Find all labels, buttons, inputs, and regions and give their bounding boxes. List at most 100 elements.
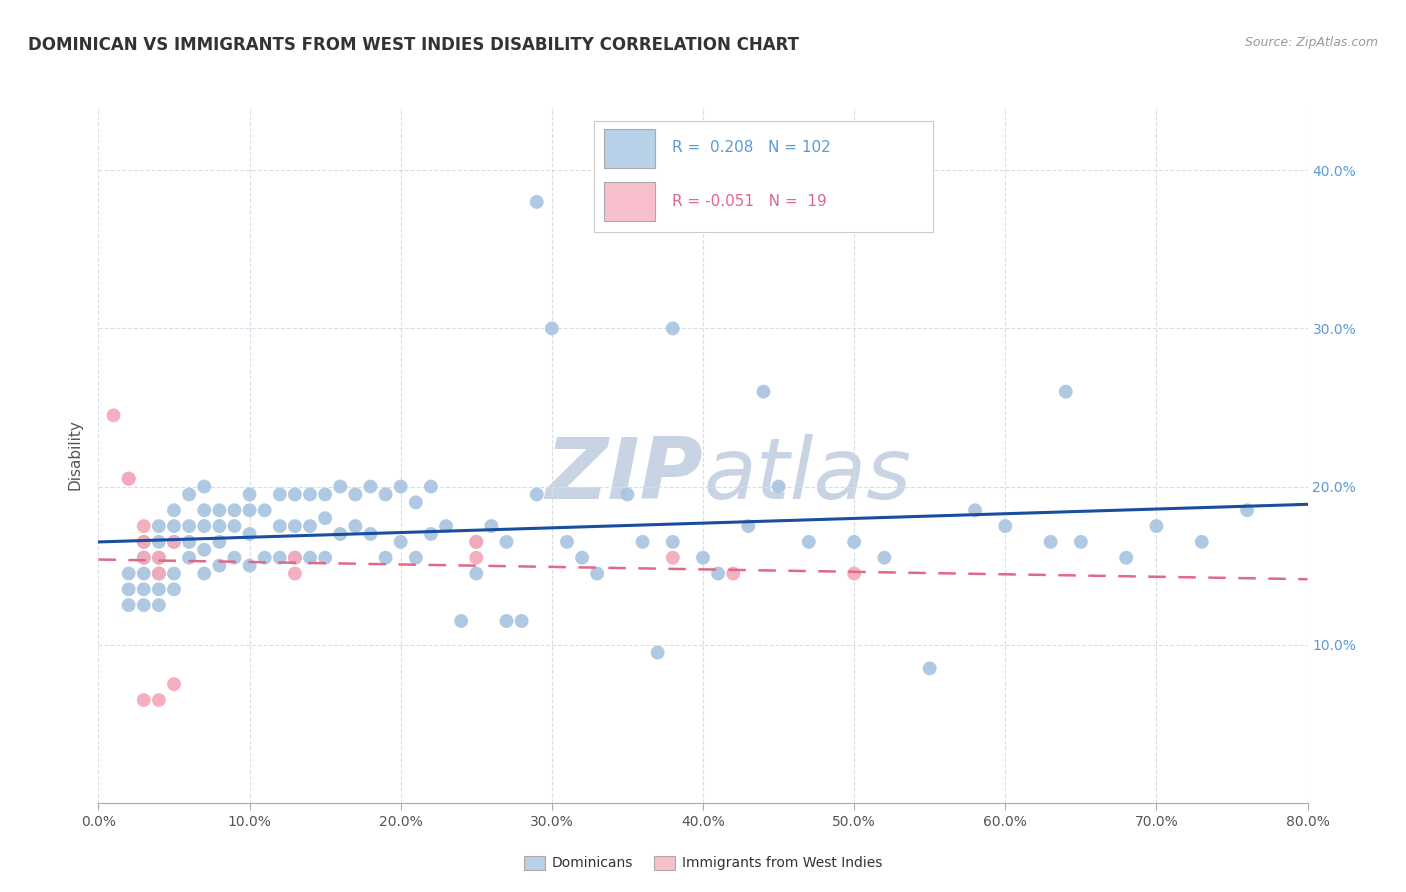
- Point: [661, 534, 683, 549]
- Point: [148, 566, 170, 581]
- Point: [450, 614, 472, 628]
- Point: [208, 558, 231, 573]
- Point: [465, 534, 488, 549]
- Point: [132, 550, 155, 565]
- Point: [314, 550, 336, 565]
- Point: [571, 550, 593, 565]
- Point: [314, 511, 336, 525]
- Point: [208, 519, 231, 533]
- Point: [965, 503, 987, 517]
- Point: [148, 519, 170, 533]
- Point: [118, 598, 141, 612]
- Point: [148, 566, 170, 581]
- Point: [284, 550, 307, 565]
- Point: [284, 550, 307, 565]
- Point: [148, 693, 170, 707]
- Point: [132, 566, 155, 581]
- Point: [193, 566, 215, 581]
- Point: [163, 534, 186, 549]
- Point: [148, 582, 170, 597]
- Point: [360, 479, 382, 493]
- Point: [132, 582, 155, 597]
- Point: [193, 503, 215, 517]
- Point: [179, 550, 201, 565]
- Point: [360, 527, 382, 541]
- Point: [163, 534, 186, 549]
- Point: [873, 550, 896, 565]
- Point: [661, 321, 683, 335]
- Point: [420, 479, 443, 493]
- Point: [269, 487, 291, 501]
- Point: [329, 479, 352, 493]
- Point: [465, 550, 488, 565]
- Point: [284, 519, 307, 533]
- Point: [193, 479, 215, 493]
- Point: [768, 479, 790, 493]
- Point: [1039, 534, 1062, 549]
- Point: [314, 487, 336, 501]
- Point: [163, 677, 186, 691]
- Point: [723, 566, 745, 581]
- Point: [284, 487, 307, 501]
- Point: [269, 550, 291, 565]
- Point: [239, 487, 262, 501]
- Point: [465, 566, 488, 581]
- Y-axis label: Disability: Disability: [67, 419, 83, 491]
- Point: [118, 582, 141, 597]
- Point: [1144, 519, 1167, 533]
- Point: [163, 503, 186, 517]
- Point: [405, 495, 427, 509]
- Point: [526, 194, 548, 209]
- Point: [148, 534, 170, 549]
- Point: [389, 479, 412, 493]
- Point: [344, 487, 367, 501]
- Point: [132, 693, 155, 707]
- Point: [692, 550, 714, 565]
- Point: [118, 566, 141, 581]
- Point: [224, 503, 246, 517]
- Point: [253, 550, 276, 565]
- Point: [344, 519, 367, 533]
- Point: [631, 534, 654, 549]
- Point: [163, 582, 186, 597]
- Point: [647, 646, 669, 660]
- Point: [132, 519, 155, 533]
- Point: [193, 542, 215, 557]
- Point: [148, 598, 170, 612]
- Point: [844, 566, 866, 581]
- Point: [132, 534, 155, 549]
- Point: [179, 487, 201, 501]
- Point: [118, 472, 141, 486]
- Point: [299, 550, 322, 565]
- Point: [1054, 384, 1077, 399]
- Point: [163, 566, 186, 581]
- Point: [526, 487, 548, 501]
- Point: [1191, 534, 1213, 549]
- Point: [132, 598, 155, 612]
- Point: [1236, 503, 1258, 517]
- Point: [555, 534, 578, 549]
- Point: [752, 384, 775, 399]
- Point: [495, 614, 517, 628]
- Point: [132, 550, 155, 565]
- Point: [374, 487, 396, 501]
- Point: [284, 566, 307, 581]
- Point: [420, 527, 443, 541]
- Point: [103, 409, 125, 423]
- Point: [179, 534, 201, 549]
- Point: [193, 519, 215, 533]
- Point: [495, 534, 517, 549]
- Legend: Dominicans, Immigrants from West Indies: Dominicans, Immigrants from West Indies: [519, 850, 887, 876]
- Point: [239, 527, 262, 541]
- Point: [148, 550, 170, 565]
- Point: [918, 661, 941, 675]
- Point: [797, 534, 820, 549]
- Point: [374, 550, 396, 565]
- Point: [132, 534, 155, 549]
- Point: [208, 503, 231, 517]
- Point: [224, 519, 246, 533]
- Point: [239, 558, 262, 573]
- Point: [465, 534, 488, 549]
- Point: [844, 534, 866, 549]
- Point: [737, 519, 759, 533]
